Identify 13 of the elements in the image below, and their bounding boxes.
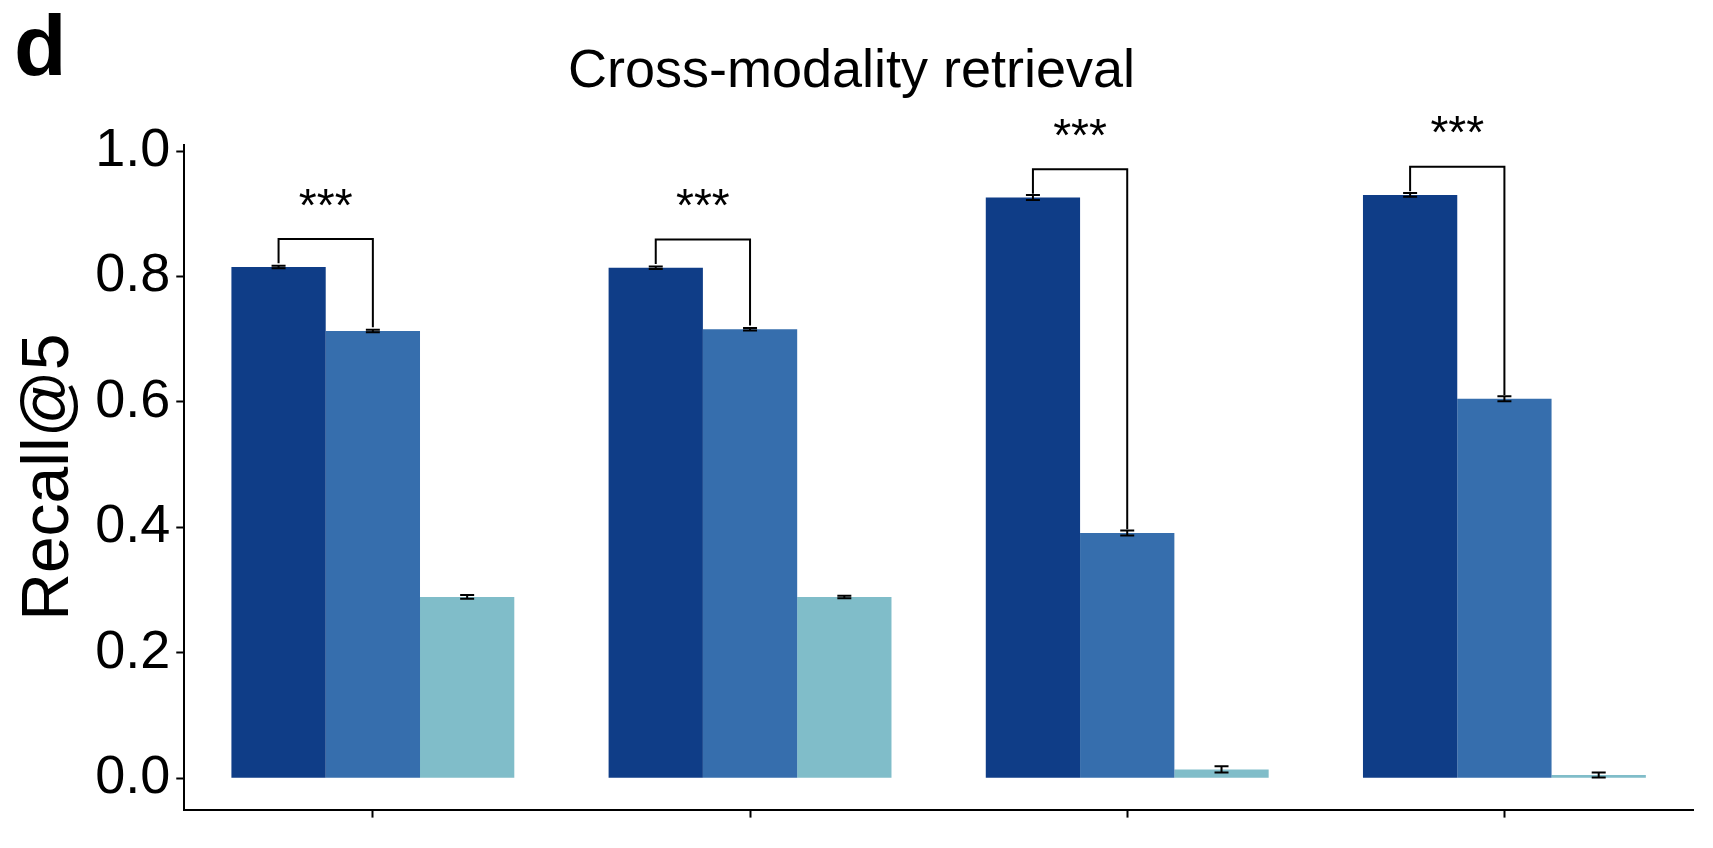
chart-title: Cross-modality retrieval (567, 38, 1136, 99)
text: d (14, 0, 67, 93)
annotation: *** (676, 179, 730, 232)
annotation: *** (298, 178, 353, 231)
y-tick-label: 0.2 (95, 618, 171, 679)
y-axis-title: Recall@5 (7, 333, 82, 621)
annotation: *** (1430, 106, 1485, 159)
y-tick-label: 0.4 (95, 493, 171, 554)
y-tick-label: 0.6 (95, 367, 171, 428)
y-tick-label: 0.0 (95, 744, 171, 805)
y-tick-label: 1.0 (95, 116, 171, 177)
annotation: *** (1053, 108, 1108, 161)
y-tick-label: 0.8 (95, 242, 171, 303)
